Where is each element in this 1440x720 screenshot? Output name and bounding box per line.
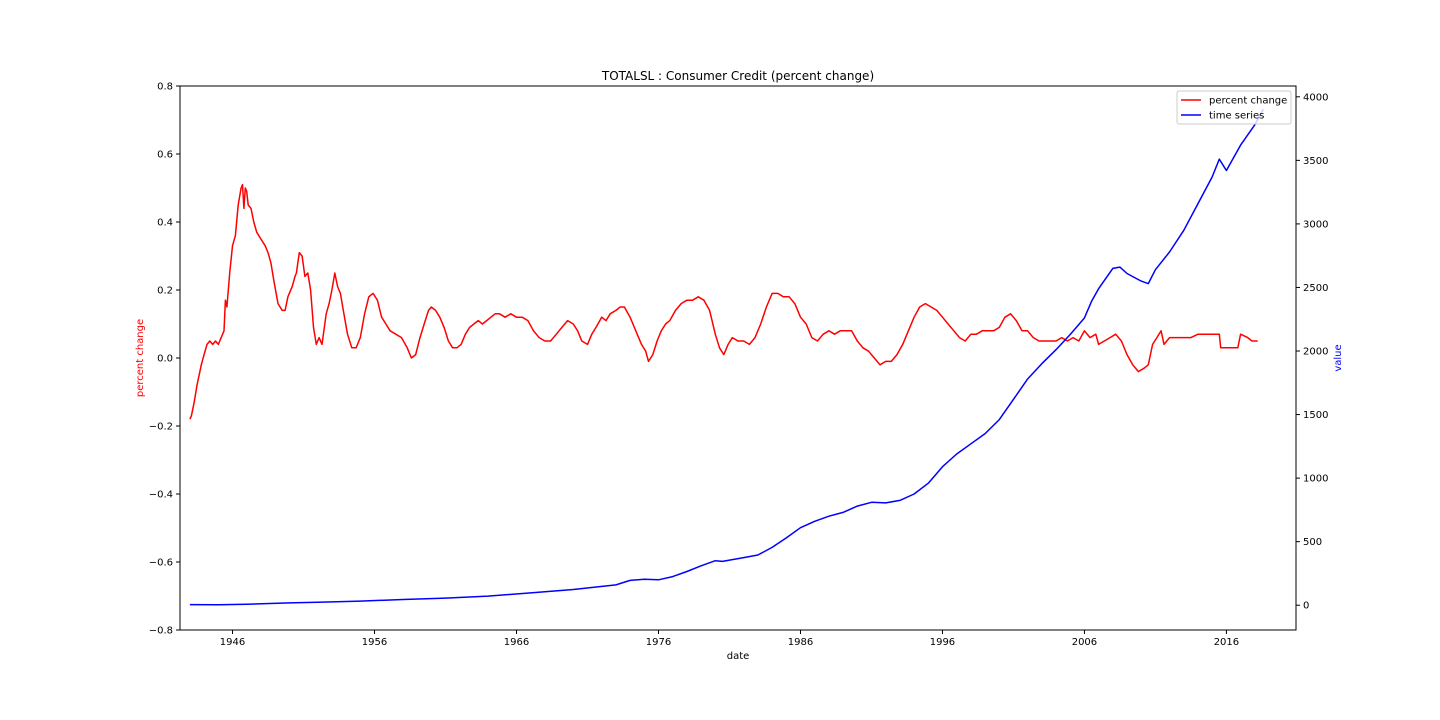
series-line-time-series (189, 109, 1264, 606)
x-tick-label: 2006 (1072, 637, 1097, 648)
y-left-tick-label: 0.4 (157, 218, 173, 229)
x-tick-label: 1976 (646, 637, 671, 648)
y-right-tick-label: 2500 (1303, 283, 1328, 294)
plot-frame (179, 85, 1297, 631)
y-right-tick-label: 500 (1303, 537, 1322, 548)
x-axis-label: date (727, 651, 750, 662)
y-left-tick-label: −0.8 (149, 626, 173, 637)
chart-title: TOTALSL : Consumer Credit (percent chang… (601, 69, 874, 83)
legend-frame (1176, 90, 1292, 125)
y-right-tick-label: 1500 (1303, 410, 1328, 421)
x-tick-label: 1966 (504, 637, 529, 648)
y-left-tick-label: 0.8 (157, 82, 173, 93)
y-left-tick-label: 0.6 (157, 150, 173, 161)
y-right-tick-label: 4000 (1303, 92, 1328, 103)
x-tick-label: 1996 (930, 637, 955, 648)
y-left-tick-label: −0.6 (149, 558, 173, 569)
x-tick-label: 2016 (1214, 637, 1239, 648)
y-right-tick-label: 3500 (1303, 156, 1328, 167)
y-left-tick-label: −0.2 (149, 422, 173, 433)
y-right-axis-ticks: 0 500 1000 1500 2000 2500 3000 3500 4000 (1296, 92, 1328, 612)
y-left-axis-ticks: 0.8 0.6 0.4 0.2 0.0 −0.2 −0.4 −0.6 −0.8 (149, 82, 180, 637)
x-axis-ticks: 1946 1956 1966 1976 1986 1996 2006 2016 (220, 630, 1239, 648)
y-left-tick-label: 0.2 (157, 286, 173, 297)
x-tick-label: 1956 (362, 637, 387, 648)
y-right-axis-label: value (1333, 344, 1344, 371)
y-left-axis-label: percent change (135, 319, 146, 397)
y-left-tick-label: 0.0 (157, 354, 173, 365)
y-right-tick-label: 0 (1303, 601, 1309, 612)
legend-label-time-series: time series (1209, 111, 1264, 122)
y-right-tick-label: 3000 (1303, 219, 1328, 230)
y-right-tick-label: 2000 (1303, 347, 1328, 358)
x-tick-label: 1986 (788, 637, 813, 648)
legend-label-percent-change: percent change (1209, 96, 1287, 107)
legend: percent change time series (1176, 90, 1292, 125)
y-left-tick-label: −0.4 (149, 490, 173, 501)
y-right-tick-label: 1000 (1303, 474, 1328, 485)
x-tick-label: 1946 (220, 637, 245, 648)
series-line-percent-change (189, 183, 1258, 420)
